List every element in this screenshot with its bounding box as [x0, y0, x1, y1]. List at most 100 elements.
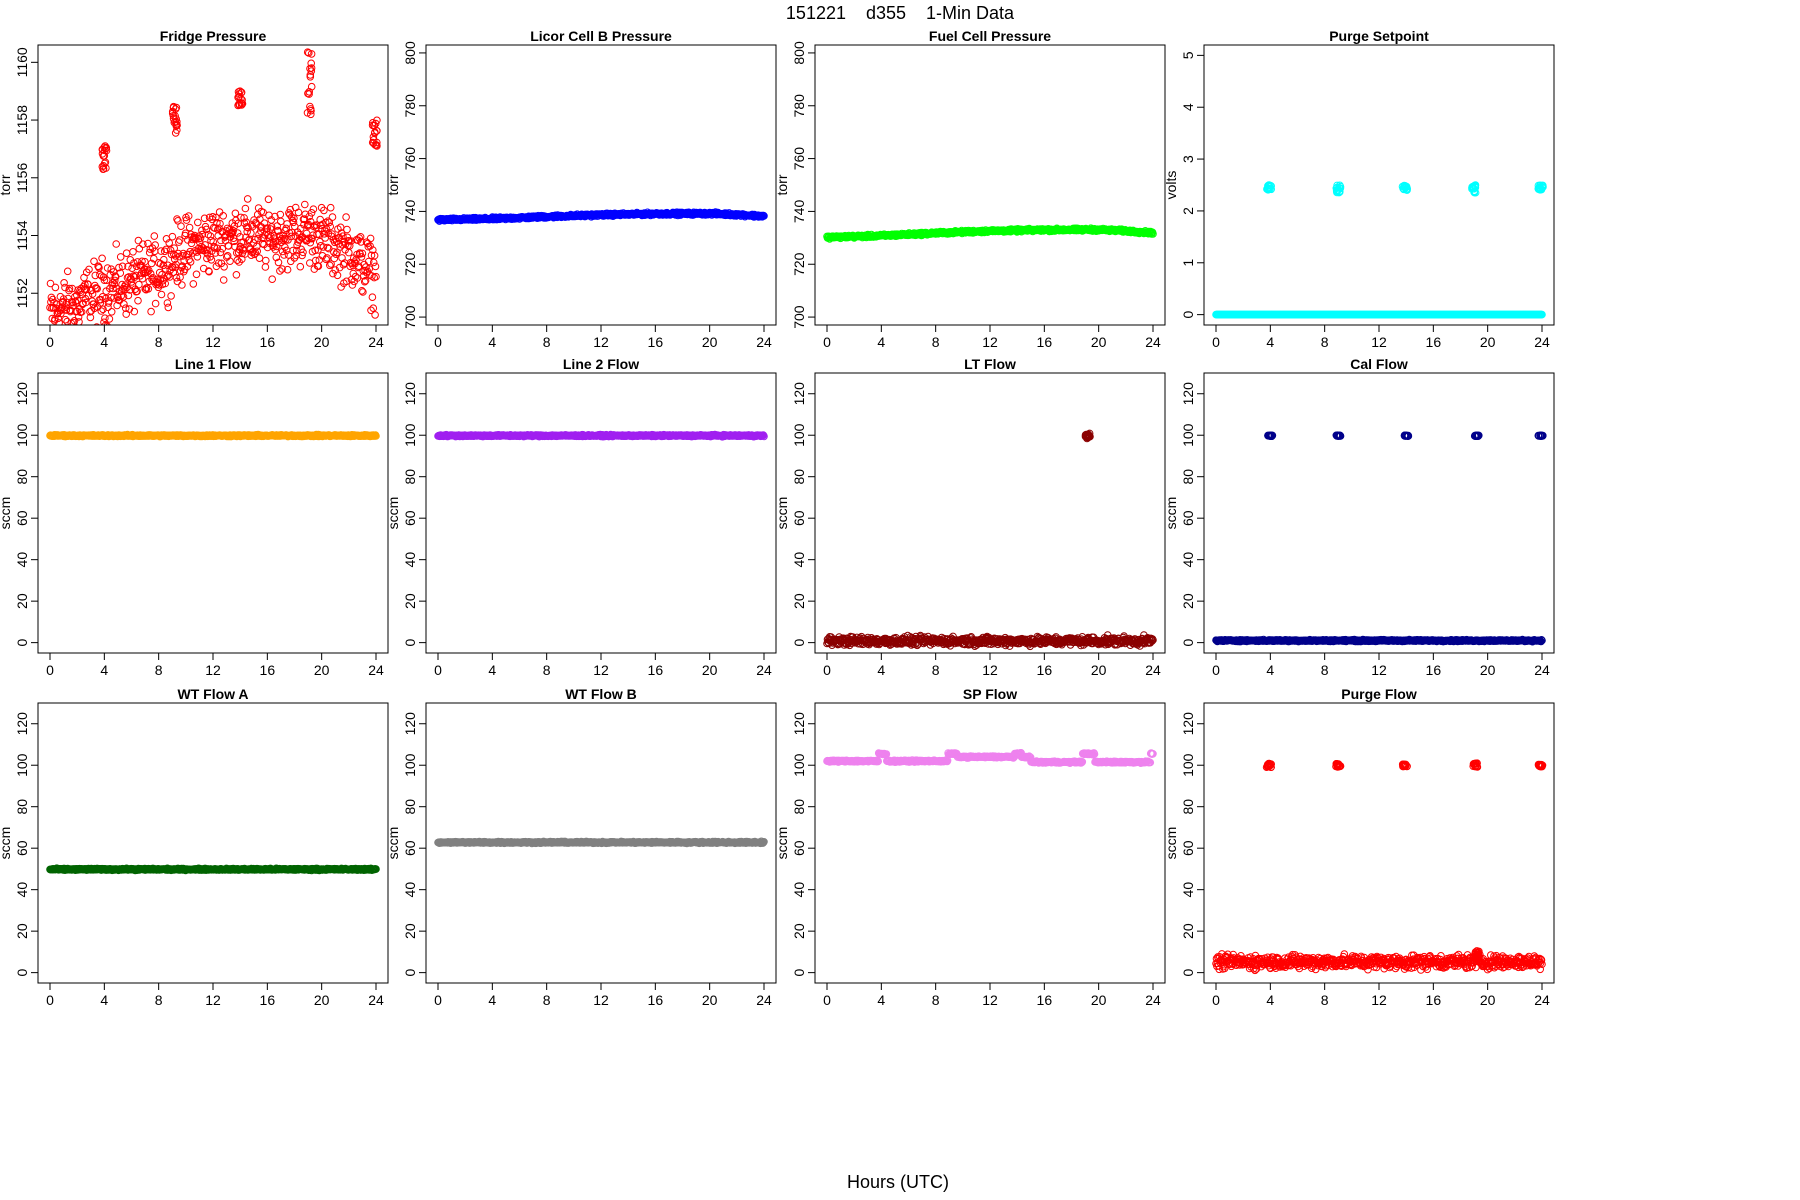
- data-point: [111, 276, 119, 285]
- data-point: [330, 254, 339, 263]
- y-tick-label: 40: [402, 552, 418, 568]
- data-point: [184, 212, 193, 220]
- x-tick-label: 8: [543, 334, 551, 350]
- data-point: [360, 277, 369, 286]
- data-point: [211, 249, 220, 257]
- data-point: [157, 290, 166, 299]
- data-point: [109, 284, 117, 293]
- data-point: [300, 220, 308, 229]
- x-tick-label: 8: [155, 662, 163, 678]
- data-point: [298, 251, 306, 260]
- data-point: [309, 205, 318, 213]
- data-point: [277, 217, 285, 226]
- data-point: [171, 252, 180, 260]
- data-point: [289, 218, 298, 227]
- data-point: [290, 214, 298, 223]
- data-point: [164, 303, 173, 312]
- data-point: [55, 319, 63, 325]
- data-point: [179, 249, 188, 258]
- data-point: [181, 229, 190, 238]
- data-point: [150, 232, 159, 240]
- data-point: [326, 261, 334, 270]
- outlier-point: [1401, 184, 1409, 192]
- data-point: [116, 253, 125, 261]
- data-point: [84, 326, 91, 333]
- data-point: [371, 311, 379, 319]
- data-point: [112, 240, 120, 248]
- y-tick-label: 1158: [14, 105, 30, 135]
- data-point: [265, 234, 274, 242]
- x-tick-label: 20: [1091, 334, 1107, 350]
- outlier-point: [307, 59, 316, 68]
- data-point: [231, 209, 240, 218]
- data-point: [60, 279, 68, 287]
- data-point: [274, 258, 283, 267]
- data-point: [163, 299, 172, 307]
- data-point: [134, 296, 142, 305]
- y-axis-label: torr: [0, 174, 13, 195]
- data-point: [130, 307, 139, 316]
- outlier-point: [171, 118, 179, 126]
- y-axis-label: torr: [774, 174, 790, 195]
- x-tick-label: 4: [877, 334, 885, 350]
- y-tick-label: 5: [1180, 51, 1196, 59]
- data-point: [128, 264, 136, 273]
- y-tick-label: 1152: [14, 278, 30, 308]
- data-point: [247, 229, 255, 237]
- data-point: [62, 306, 71, 314]
- y-tick-label: 0: [402, 639, 418, 647]
- data-point: [200, 214, 209, 223]
- y-tick-label: 120: [14, 382, 30, 406]
- x-tick-label: 0: [434, 334, 442, 350]
- y-tick-label: 760: [402, 147, 418, 171]
- data-point: [108, 279, 117, 287]
- data-point: [185, 223, 194, 232]
- y-tick-label: 100: [402, 423, 418, 447]
- data-point: [93, 284, 101, 293]
- data-point: [320, 230, 329, 238]
- data-point: [248, 248, 256, 257]
- data-point: [163, 272, 171, 281]
- data-point: [358, 249, 367, 258]
- data-point: [135, 280, 143, 289]
- x-tick-label: 8: [155, 334, 163, 350]
- x-tick-label: 16: [1037, 334, 1053, 350]
- data-point: [205, 267, 213, 276]
- data-point: [75, 318, 83, 325]
- outlier-point: [173, 126, 181, 134]
- x-tick-label: 24: [1145, 334, 1161, 350]
- outlier-point: [369, 119, 377, 127]
- data-point: [61, 315, 70, 324]
- data-point: [193, 252, 202, 261]
- data-point: [192, 270, 201, 279]
- data-point: [255, 254, 264, 263]
- data-point: [1149, 230, 1157, 238]
- data-point: [343, 225, 351, 234]
- x-tick-label: 16: [648, 662, 664, 678]
- data-point: [363, 267, 372, 276]
- data-point: [253, 247, 262, 256]
- data-point: [58, 298, 67, 307]
- data-point: [144, 285, 153, 293]
- data-point: [235, 245, 244, 254]
- data-point: [172, 273, 181, 282]
- data-point: [315, 230, 323, 239]
- x-tick-label: 24: [756, 334, 772, 350]
- data-point: [290, 254, 299, 262]
- outlier-point: [305, 90, 313, 98]
- outlier-point: [170, 118, 179, 127]
- data-point: [285, 229, 294, 237]
- data-point: [294, 208, 303, 217]
- data-point: [278, 247, 287, 256]
- data-point: [48, 314, 57, 323]
- y-tick-label: 80: [402, 469, 418, 485]
- outlier-point: [305, 88, 314, 96]
- data-point: [138, 257, 146, 266]
- x-tick-label: 12: [593, 662, 609, 678]
- data-point: [364, 257, 373, 266]
- data-point: [368, 272, 376, 280]
- outlier-point: [235, 90, 243, 98]
- panel-title: Purge Setpoint: [1329, 28, 1429, 44]
- x-tick-label: 24: [756, 662, 772, 678]
